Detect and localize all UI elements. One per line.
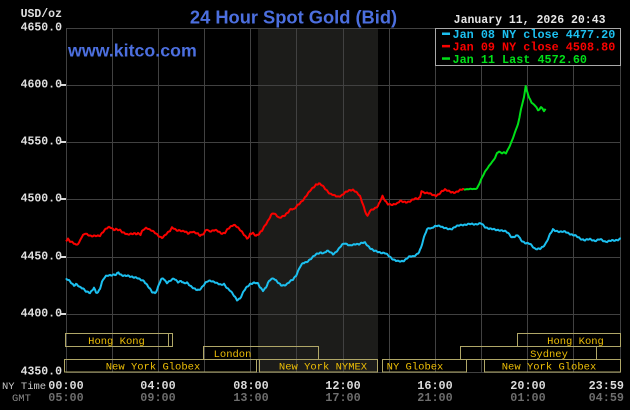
svg-text:NY Globex: NY Globex: [387, 362, 444, 374]
svg-text:Sydney: Sydney: [530, 349, 568, 361]
svg-text:08:00: 08:00: [233, 379, 268, 393]
svg-text:17:00: 17:00: [325, 391, 360, 405]
svg-text:01:00: 01:00: [510, 391, 545, 405]
svg-text:GMT: GMT: [12, 393, 31, 405]
svg-text:24 Hour Spot Gold (Bid): 24 Hour Spot Gold (Bid): [190, 7, 397, 28]
svg-text:04:59: 04:59: [589, 391, 624, 405]
svg-text:04:00: 04:00: [140, 379, 175, 393]
svg-text:New York Globex: New York Globex: [502, 362, 597, 374]
svg-text:January 11, 2026 20:43: January 11, 2026 20:43: [454, 14, 606, 27]
svg-text:www.kitco.com: www.kitco.com: [67, 41, 197, 61]
svg-text:05:00: 05:00: [48, 391, 83, 405]
svg-text:23:59: 23:59: [589, 379, 624, 393]
svg-text:New York Globex: New York Globex: [106, 362, 201, 374]
svg-text:09:00: 09:00: [140, 391, 175, 405]
svg-text:4350.0: 4350.0: [21, 366, 63, 379]
svg-text:Hong Kong: Hong Kong: [88, 336, 145, 348]
svg-text:Jan 11 Last 4572.60: Jan 11 Last 4572.60: [453, 53, 588, 67]
svg-text:20:00: 20:00: [510, 379, 545, 393]
svg-text:4500.0: 4500.0: [21, 193, 63, 206]
svg-text:4550.0: 4550.0: [21, 136, 63, 149]
svg-text:London: London: [214, 349, 252, 361]
svg-text:USD/oz: USD/oz: [21, 8, 63, 21]
svg-text:Jan 09 NY close 4508.80: Jan 09 NY close 4508.80: [453, 41, 616, 55]
svg-text:Jan 08 NY close 4477.20: Jan 08 NY close 4477.20: [453, 28, 616, 42]
svg-text:4600.0: 4600.0: [21, 79, 63, 92]
svg-text:New York NYMEX: New York NYMEX: [279, 362, 368, 374]
svg-text:4400.0: 4400.0: [21, 308, 63, 321]
svg-text:21:00: 21:00: [417, 391, 452, 405]
svg-text:12:00: 12:00: [325, 379, 360, 393]
svg-text:Hong Kong: Hong Kong: [547, 336, 604, 348]
svg-text:4650.0: 4650.0: [21, 22, 63, 35]
svg-text:4450.0: 4450.0: [21, 251, 63, 264]
svg-text:00:00: 00:00: [48, 379, 83, 393]
svg-text:13:00: 13:00: [233, 391, 268, 405]
svg-text:16:00: 16:00: [417, 379, 452, 393]
svg-text:NY Time: NY Time: [2, 381, 46, 393]
